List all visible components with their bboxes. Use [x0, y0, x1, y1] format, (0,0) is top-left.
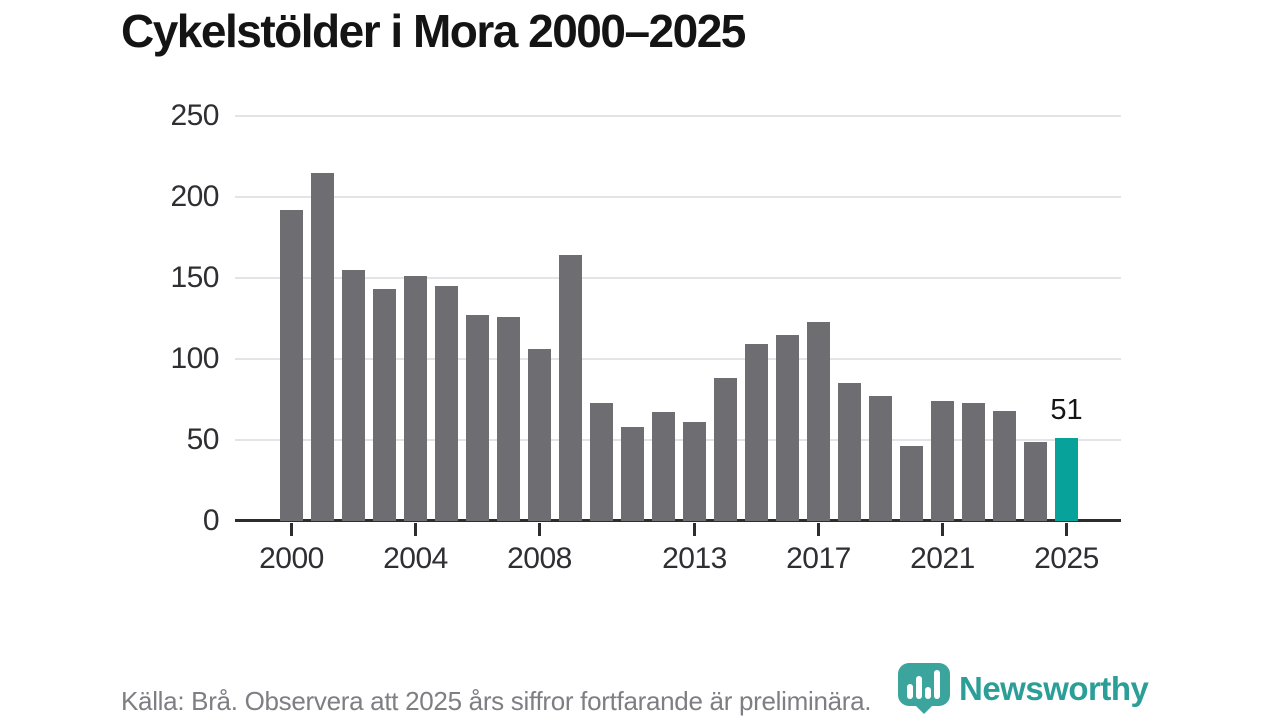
chart-title: Cykelstölder i Mora 2000–2025 [121, 5, 746, 57]
x-axis-tick-label: 2021 [910, 542, 975, 575]
bar-2019 [869, 396, 892, 521]
grid-line [235, 439, 1121, 441]
x-axis-line [235, 519, 1121, 522]
x-axis-tick-label: 2025 [1034, 542, 1099, 575]
bar-2009 [559, 255, 582, 521]
bar-2022 [962, 403, 985, 521]
x-axis-tick [817, 523, 820, 536]
bar-2010 [590, 403, 613, 521]
bar-2014 [714, 378, 737, 521]
bar-2015 [745, 344, 768, 521]
bar-2023 [993, 411, 1016, 521]
bar-2020 [900, 446, 923, 521]
bar-2003 [373, 289, 396, 521]
x-axis-tick-label: 2017 [786, 542, 851, 575]
x-axis-tick-label: 2004 [383, 542, 448, 575]
x-axis-tick-label: 2000 [259, 542, 324, 575]
grid-line [235, 277, 1121, 279]
bar-2012 [652, 412, 675, 521]
bar-2007 [497, 317, 520, 521]
grid-line [235, 196, 1121, 198]
newsworthy-pin-barchart-icon [898, 663, 950, 714]
newsworthy-logo: Newsworthy [897, 662, 1149, 716]
y-axis-tick-label: 0 [202, 504, 220, 537]
x-axis-tick [941, 523, 944, 536]
bar-2002 [342, 270, 365, 521]
bar-2018 [838, 383, 861, 521]
bar-2001 [311, 173, 334, 521]
x-axis-tick-label: 2013 [662, 542, 727, 575]
x-axis-tick [414, 523, 417, 536]
bar-2005 [435, 286, 458, 521]
x-axis-tick [693, 523, 696, 536]
bar-2016 [776, 335, 799, 521]
bar-2004 [404, 276, 427, 521]
source-note: Källa: Brå. Observera att 2025 års siffr… [121, 686, 872, 716]
y-axis-tick-label: 150 [170, 261, 219, 294]
bar-2000 [280, 210, 303, 521]
bar-2017 [807, 322, 830, 521]
grid-line [235, 358, 1121, 360]
bar-2024 [1024, 442, 1047, 521]
bar-2011 [621, 427, 644, 521]
bar-2006 [466, 315, 489, 521]
bar-2021 [931, 401, 954, 521]
x-axis-tick [290, 523, 293, 536]
grid-line [235, 115, 1121, 117]
x-axis-tick-label: 2008 [507, 542, 572, 575]
newsworthy-logo-text: Newsworthy [959, 670, 1149, 707]
bar-2025 [1055, 438, 1078, 521]
bar-2008 [528, 349, 551, 521]
x-axis-tick [538, 523, 541, 536]
y-axis-tick-label: 250 [170, 99, 219, 132]
bar-2013 [683, 422, 706, 521]
y-axis-tick-label: 50 [186, 423, 220, 456]
y-axis-tick-label: 200 [170, 180, 219, 213]
bar-value-label: 51 [1050, 394, 1083, 426]
y-axis-tick-label: 100 [170, 342, 219, 375]
x-axis-tick [1065, 523, 1068, 536]
plot-area: 0 50 100 150 200 250 51 2000 2004 2008 2013 2017 202… [170, 99, 1121, 575]
